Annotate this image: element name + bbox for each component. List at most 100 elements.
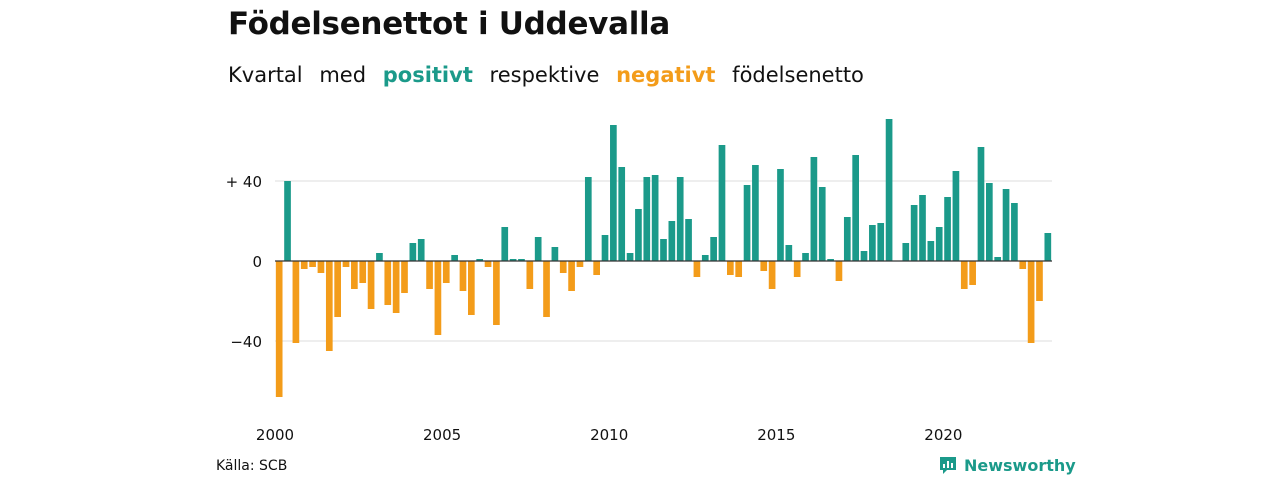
bar: [568, 261, 575, 291]
bar: [409, 243, 417, 261]
bar: [902, 243, 910, 261]
bar: [543, 261, 550, 317]
bar: [526, 261, 534, 289]
bar: [359, 261, 367, 283]
bar: [584, 177, 592, 261]
bar: [743, 185, 751, 261]
subtitle-word: med: [319, 63, 367, 87]
bar: [1044, 233, 1052, 261]
bar: [392, 261, 400, 313]
subtitle-word: Kvartal: [228, 63, 303, 87]
bar: [384, 261, 392, 305]
bar: [752, 165, 759, 261]
bar: [735, 261, 743, 277]
bar: [777, 169, 784, 261]
chart-subtitle: Kvartal med positivt respektive negativt…: [228, 63, 874, 87]
bar: [802, 253, 809, 261]
bar: [852, 155, 859, 261]
bar: [1036, 261, 1043, 301]
bar: [1011, 203, 1018, 261]
x-tick-label: 2020: [924, 426, 962, 444]
bar: [284, 181, 291, 261]
bar: [835, 261, 843, 281]
bar: [877, 223, 885, 261]
bar: [843, 217, 851, 261]
bar: [367, 261, 375, 309]
bar: [610, 125, 617, 261]
bar: [986, 183, 993, 261]
bar: [309, 261, 316, 267]
bar: [960, 261, 968, 289]
bar: [376, 253, 383, 261]
bar: [818, 187, 826, 261]
bar: [292, 261, 300, 343]
bar: [626, 253, 634, 261]
bar: [760, 261, 768, 271]
brand-name: Newsworthy: [964, 455, 1076, 475]
bar: [593, 261, 600, 275]
bar: [768, 261, 776, 289]
bar: [534, 237, 542, 261]
bar: [910, 205, 918, 261]
bar: [727, 261, 734, 275]
bar: [559, 261, 567, 273]
bar: [334, 261, 341, 317]
bar: [1019, 261, 1027, 269]
bar: [869, 225, 876, 261]
bar: [300, 261, 308, 269]
bar: [451, 255, 458, 261]
bar: [576, 261, 584, 267]
bar: [927, 241, 935, 261]
bar: [426, 261, 433, 289]
y-tick-label: + 40: [226, 173, 262, 191]
bar: [317, 261, 325, 273]
bar: [810, 157, 818, 261]
bar: [643, 177, 651, 261]
bar: [701, 255, 709, 261]
bar: [994, 257, 1002, 261]
x-tick-label: 2000: [256, 426, 294, 444]
bar: [342, 261, 350, 267]
bar: [944, 197, 951, 261]
bar: [518, 259, 525, 261]
bar: [969, 261, 976, 285]
bar: [351, 261, 358, 289]
bar: [635, 209, 642, 261]
bar: [885, 119, 893, 261]
bar: [660, 239, 667, 261]
bar: [1027, 261, 1035, 343]
bar: [484, 261, 492, 267]
bar: [459, 261, 467, 291]
bar: [977, 147, 985, 261]
x-tick-label: 2010: [590, 426, 628, 444]
bar: [668, 221, 676, 261]
bar: [618, 167, 626, 261]
bar: [718, 145, 726, 261]
bar: [417, 239, 425, 261]
bar: [935, 227, 943, 261]
bar: [676, 177, 684, 261]
bar: [827, 259, 834, 261]
bar: [468, 261, 475, 315]
x-tick-label: 2005: [423, 426, 461, 444]
bar: [325, 261, 333, 351]
bar: [685, 219, 692, 261]
source-note: Källa: SCB: [216, 458, 288, 474]
bar: [551, 247, 559, 261]
chart-title: Födelsenettot i Uddevalla: [228, 6, 670, 42]
bar: [509, 259, 517, 261]
y-tick-label: −40: [230, 333, 262, 351]
bar: [476, 259, 484, 261]
bar: [952, 171, 960, 261]
brand: Newsworthy: [938, 455, 1076, 475]
bar: [401, 261, 408, 293]
bar: [785, 245, 793, 261]
bar: [275, 261, 283, 397]
subtitle-positive-label: positivt: [382, 63, 473, 87]
bar: [601, 235, 609, 261]
bar: [693, 261, 701, 277]
newsworthy-logo-icon: [940, 457, 956, 474]
bar: [919, 195, 926, 261]
y-tick-label: 0: [252, 253, 262, 271]
